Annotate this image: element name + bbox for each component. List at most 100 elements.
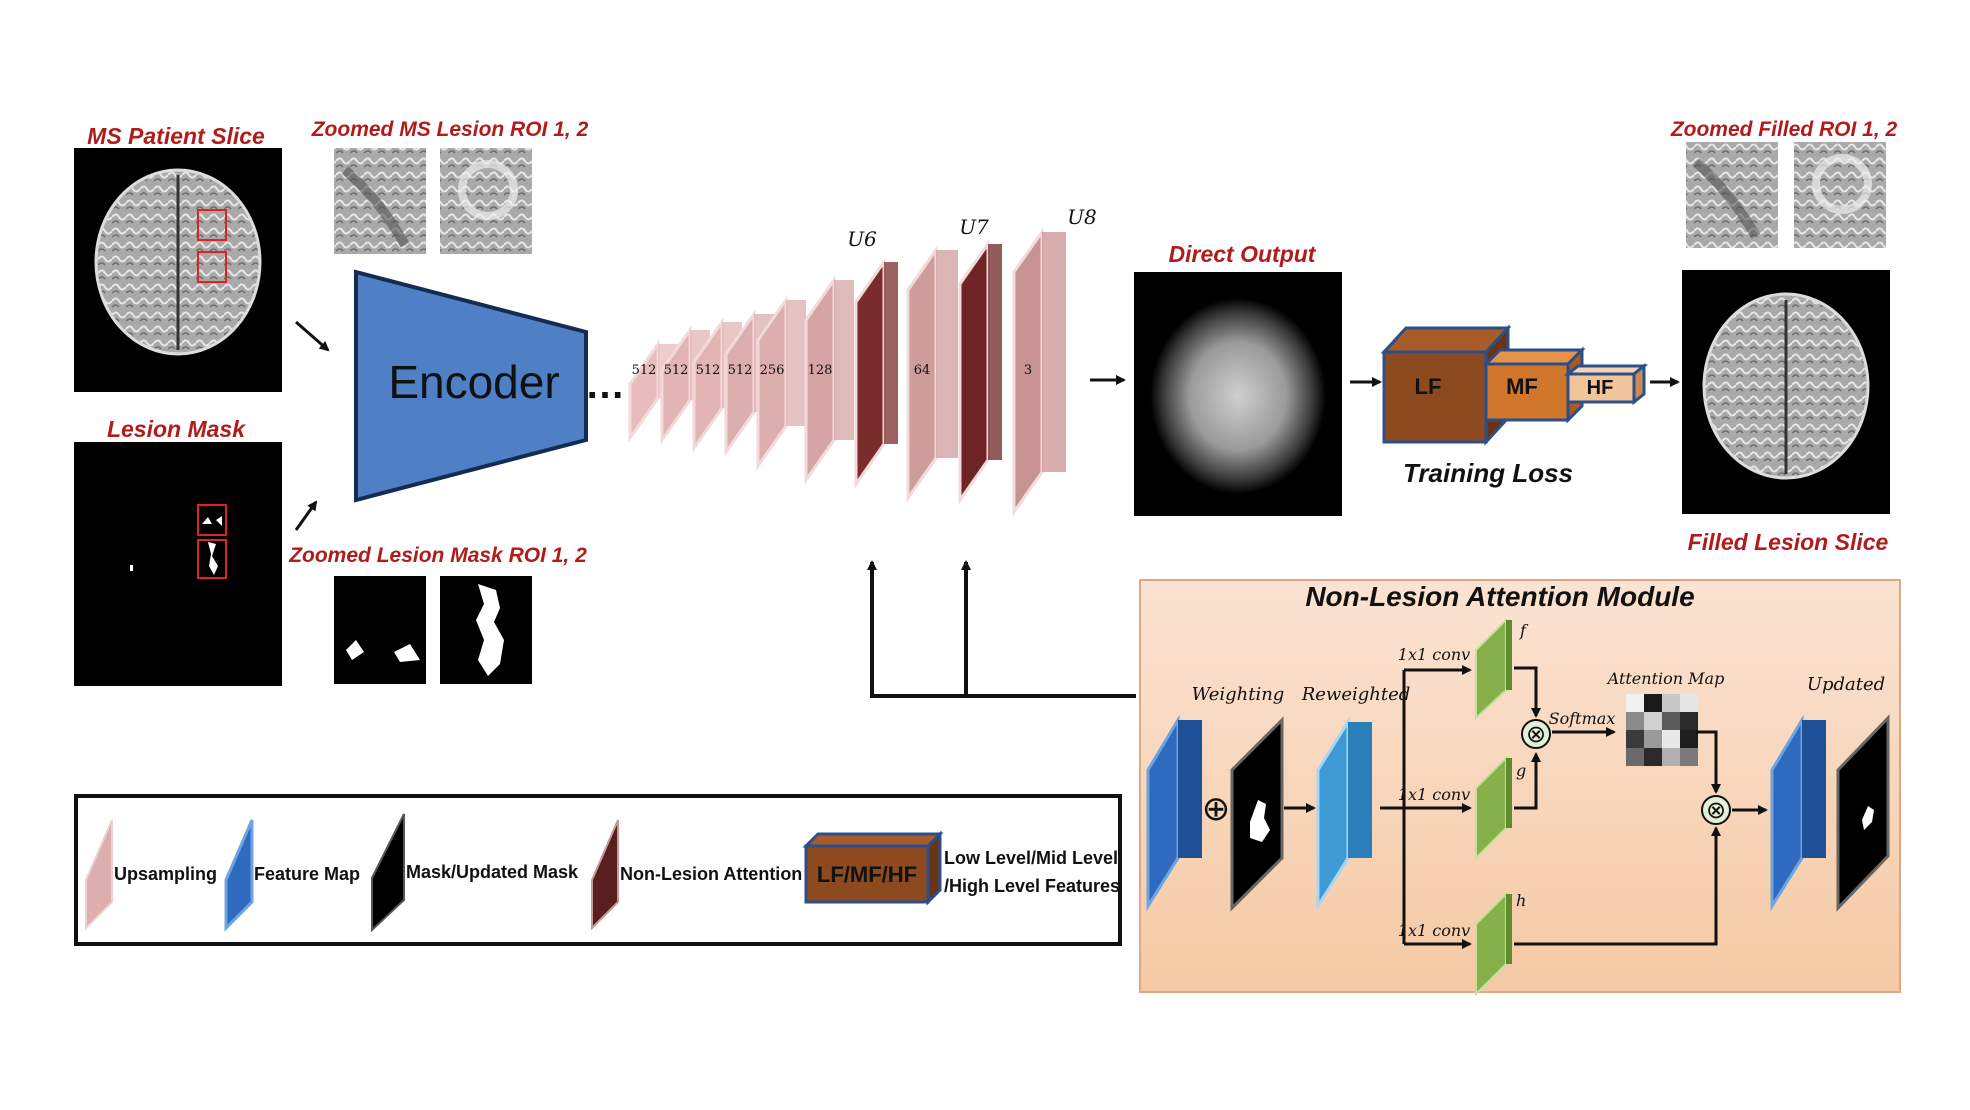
- reweighted-label: Reweighted: [1301, 684, 1411, 705]
- filled-lesion-slice-label: Filled Lesion Slice: [1688, 529, 1889, 555]
- legend-levels-line1: Low Level/Mid Level: [944, 848, 1118, 868]
- legend-mask-label: Mask/Updated Mask: [406, 862, 579, 882]
- otimes-out-icon: [1701, 795, 1731, 825]
- attention-module-title: Non-Lesion Attention Module: [1305, 581, 1694, 612]
- decoder-slab-6: [804, 275, 836, 485]
- decoder-channel-label: 512: [728, 363, 753, 378]
- softmax-label: Softmax: [1549, 709, 1616, 728]
- training-loss-blocks: LF MF HF: [1380, 324, 1649, 446]
- legend-mask-icon: [371, 813, 405, 933]
- decoder-slab-side-6: [834, 280, 854, 440]
- oplus-symbol: ⊕: [1202, 790, 1231, 828]
- arrow-mask-to-encoder: [294, 500, 318, 531]
- legend-upsampling-label: Upsampling: [114, 864, 217, 884]
- attention-map-cell: [1662, 748, 1680, 766]
- loss-hf-label: HF: [1587, 377, 1614, 399]
- lesion-mask-image: [74, 442, 282, 686]
- branch-f-label: f: [1519, 621, 1529, 640]
- attention-map-cell: [1680, 748, 1698, 766]
- loss-mf-label: MF: [1506, 374, 1538, 399]
- conv-g-label: 1x1 conv: [1398, 785, 1470, 804]
- decoder-channel-label: 512: [632, 363, 657, 378]
- conv-f-label: 1x1 conv: [1398, 645, 1470, 664]
- branch-h-label: h: [1516, 891, 1526, 910]
- training-loss-label: Training Loss: [1403, 458, 1573, 488]
- legend-feature-map-icon: [224, 819, 254, 932]
- legend: Upsampling Feature Map Mask/Updated Mask…: [74, 794, 1122, 946]
- zoomed-ms-roi-images: [334, 148, 532, 254]
- decoder-slab-side-9: [988, 244, 1002, 460]
- decoder-slab-side-10: [1042, 232, 1066, 472]
- encoder-ellipsis: …: [585, 363, 625, 407]
- encoder-label: Encoder: [388, 356, 559, 408]
- direct-output-image: [1134, 272, 1342, 516]
- legend-lf-mf-hf-text: LF/MF/HF: [817, 862, 917, 887]
- attention-map-cell: [1680, 730, 1698, 748]
- zoomed-filled-roi-label: Zoomed Filled ROI 1, 2: [1670, 118, 1898, 141]
- zoomed-ms-roi-label: Zoomed MS Lesion ROI 1, 2: [311, 118, 589, 141]
- attention-map-cell: [1644, 712, 1662, 730]
- decoder-channel-label: 64: [914, 363, 931, 378]
- attention-map-grid: [1626, 694, 1698, 766]
- ms-patient-slice-label: MS Patient Slice: [87, 123, 265, 149]
- weighting-label: Weighting: [1192, 684, 1285, 705]
- decoder-stage-label: U8: [1067, 205, 1097, 229]
- decoder-channel-label: 128: [808, 363, 833, 378]
- zoomed-mask-roi-images: [334, 576, 532, 684]
- attention-map-cell: [1626, 748, 1644, 766]
- decoder-stage-label: U6: [847, 227, 877, 251]
- attention-map-cell: [1662, 730, 1680, 748]
- decoder-channel-label: 256: [760, 363, 785, 378]
- attention-map-cell: [1626, 694, 1644, 712]
- attention-map-cell: [1662, 712, 1680, 730]
- attention-map-cell: [1626, 730, 1644, 748]
- attention-map-cell: [1644, 730, 1662, 748]
- decoder-slab-1: [628, 339, 660, 443]
- otimes-out-symbol: ⊗: [1706, 797, 1726, 824]
- decoder-slab-side-7: [884, 262, 898, 444]
- decoder-channel-label: 3: [1024, 363, 1032, 378]
- conv-g-block-icon: [1475, 755, 1512, 861]
- updated-mask-icon: [1836, 714, 1890, 912]
- decoder-stage-label: U7: [959, 215, 989, 239]
- decoder-channel-label: 512: [696, 363, 721, 378]
- attention-map-cell: [1644, 694, 1662, 712]
- attention-map-cell: [1644, 748, 1662, 766]
- ms-patient-slice-image: [74, 148, 282, 392]
- conv-h-block-icon: [1475, 891, 1512, 997]
- attention-map-cell: [1680, 694, 1698, 712]
- decoder-slab-9: [958, 239, 990, 505]
- legend-levels-line2: /High Level Features: [944, 876, 1120, 896]
- lesion-mask-label: Lesion Mask: [107, 416, 246, 442]
- conv-h-label: 1x1 conv: [1398, 921, 1470, 940]
- decoder-channel-label: 512: [664, 363, 689, 378]
- zoomed-filled-roi-images: [1686, 142, 1886, 248]
- non-lesion-attention-module: Non-Lesion Attention Module ⊕ Weighting …: [1139, 579, 1901, 997]
- attention-map-label: Attention Map: [1606, 669, 1725, 688]
- legend-upsampling-icon: [85, 819, 113, 931]
- decoder-slab-7: [854, 257, 886, 489]
- otimes-fg-icon: [1521, 719, 1551, 749]
- attention-map-cell: [1680, 712, 1698, 730]
- otimes-fg-symbol: ⊗: [1526, 721, 1546, 748]
- updated-label: Updated: [1807, 674, 1885, 695]
- direct-output-label: Direct Output: [1169, 241, 1317, 267]
- arrow-slice-to-encoder: [295, 320, 330, 352]
- decoder-slab-side-8: [936, 250, 958, 458]
- decoder-stack: 512 512 512 512 256 128 64 3 U6 U7 U8: [628, 205, 1097, 517]
- legend-non-lesion-attention-icon: [591, 819, 619, 931]
- branch-g-label: g: [1516, 761, 1526, 780]
- zoomed-mask-roi-label: Zoomed Lesion Mask ROI 1, 2: [288, 544, 587, 567]
- legend-non-lesion-attention-label: Non-Lesion Attention: [620, 864, 802, 884]
- encoder-block: Encoder: [354, 269, 588, 503]
- legend-lf-mf-hf-icon: LF/MF/HF: [802, 830, 944, 906]
- filled-lesion-slice-image: [1682, 270, 1890, 514]
- loss-lf-label: LF: [1415, 374, 1442, 399]
- legend-feature-map-label: Feature Map: [254, 864, 360, 884]
- attention-feedback-arrows: [867, 560, 1136, 698]
- attention-map-cell: [1662, 694, 1680, 712]
- attention-map-cell: [1626, 712, 1644, 730]
- decoder-slab-side-5: [786, 300, 806, 426]
- conv-f-block-icon: [1475, 617, 1512, 721]
